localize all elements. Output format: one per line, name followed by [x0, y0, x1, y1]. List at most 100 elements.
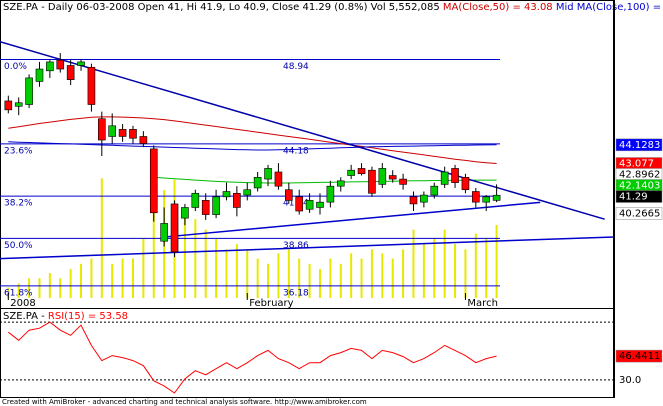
price-label-box — [615, 207, 663, 220]
volume-bar — [28, 278, 31, 298]
volume-bar — [443, 229, 446, 298]
price-label-box — [615, 138, 663, 152]
candle-body — [46, 61, 54, 72]
candle-body — [66, 65, 75, 80]
candle-body — [233, 192, 241, 208]
fib-label: 23.6% — [4, 146, 33, 156]
candle-body — [87, 66, 96, 105]
footer: Created with AmiBroker - advanced charti… — [2, 398, 367, 406]
candle-body — [430, 185, 439, 196]
candle-body — [56, 59, 65, 70]
volume-bar — [38, 278, 41, 298]
volume-bar — [142, 238, 145, 298]
candle-body — [14, 102, 23, 107]
candle-body — [399, 178, 407, 185]
candle-body — [316, 201, 324, 208]
candle-body — [253, 177, 262, 189]
volume-bar — [225, 249, 228, 298]
moving-average — [8, 116, 497, 164]
price-label: 44.1283 — [619, 140, 660, 151]
candle-body — [201, 200, 210, 215]
volume-bar — [111, 263, 114, 298]
volume-bar — [131, 258, 134, 298]
candle-body — [295, 196, 304, 212]
fib-label: 61.8% — [4, 288, 33, 298]
volume-bar — [80, 263, 83, 298]
candle-body — [388, 175, 397, 180]
candle-body — [222, 191, 231, 198]
candle-body — [305, 200, 314, 210]
moving-average — [153, 176, 497, 184]
candle-body — [347, 169, 355, 176]
volume-bar — [391, 258, 394, 298]
candle-body — [170, 203, 179, 253]
candle-body — [264, 168, 272, 180]
candle-body — [118, 129, 127, 137]
candle-body — [336, 180, 345, 187]
price-label-box — [615, 349, 663, 363]
trendline — [0, 236, 615, 260]
rsi-line — [7, 321, 497, 394]
candle-body — [108, 125, 117, 137]
panel-title: SZE.PA - RSI(15) = 53.58 — [3, 311, 128, 322]
volume-bar — [59, 278, 62, 298]
volume-bar — [495, 225, 498, 298]
volume-bar — [454, 244, 457, 298]
volume-bar — [256, 258, 259, 298]
candle-body — [25, 77, 33, 105]
trendline — [0, 40, 605, 220]
title-text: SZE.PA - — [3, 311, 45, 322]
candle-body — [191, 192, 200, 208]
volume-bar — [277, 253, 280, 298]
candle-body — [139, 136, 148, 144]
trendline — [165, 201, 541, 238]
candle-body — [181, 207, 189, 219]
candle-body — [243, 189, 252, 196]
volume-bar — [412, 229, 415, 298]
candle-body — [274, 171, 283, 187]
price-label: 43.077 — [619, 159, 654, 170]
volume-bar — [308, 263, 311, 298]
volume-bar — [121, 258, 124, 298]
x-tick-label: March — [467, 298, 497, 309]
volume-bar — [329, 258, 332, 298]
title-text: SZE.PA - Daily 06-03-2008 Open 41, Hi 41… — [3, 2, 440, 13]
candle-body — [420, 194, 428, 203]
moving-average — [8, 141, 497, 151]
candle-body — [472, 191, 480, 203]
candle-body — [129, 129, 137, 139]
volume-bar — [422, 244, 425, 298]
x-tick-label: February — [249, 298, 293, 309]
candle-body — [77, 61, 85, 66]
volume-bar — [215, 238, 218, 298]
volume-bar — [464, 249, 467, 298]
chart-title: SZE.PA - Daily 06-03-2008 Open 41, Hi 41… — [3, 2, 663, 13]
volume-bar — [183, 209, 186, 298]
x-tick-label: 2008 — [10, 298, 35, 309]
candle-body — [35, 68, 44, 82]
volume-bar — [339, 263, 342, 298]
fib-price: 48.94 — [283, 62, 309, 72]
fib-price: 44.18 — [283, 146, 309, 156]
volume-bar — [152, 199, 155, 298]
volume-bar — [235, 244, 238, 298]
price-label: 42.8962 — [619, 170, 660, 181]
volume-bar — [360, 258, 363, 298]
volume-bar — [246, 249, 249, 298]
volume-bar — [381, 253, 384, 298]
candle-body — [482, 196, 491, 203]
fib-price: 38.86 — [283, 241, 309, 251]
price-label-box — [615, 190, 663, 203]
fib-label: 0.0% — [4, 62, 27, 72]
candle-body — [98, 118, 106, 141]
candle-body — [4, 100, 13, 111]
candle-body — [285, 189, 293, 201]
fib-price: 36.18 — [283, 288, 309, 298]
y-tick-label: 30.0 — [619, 375, 641, 386]
volume-bar — [287, 249, 290, 298]
volume-bar — [433, 238, 436, 298]
volume-bar — [204, 229, 207, 298]
legend-entry: RSI(15) = 53.58 — [48, 311, 128, 322]
candle-body — [492, 194, 501, 201]
